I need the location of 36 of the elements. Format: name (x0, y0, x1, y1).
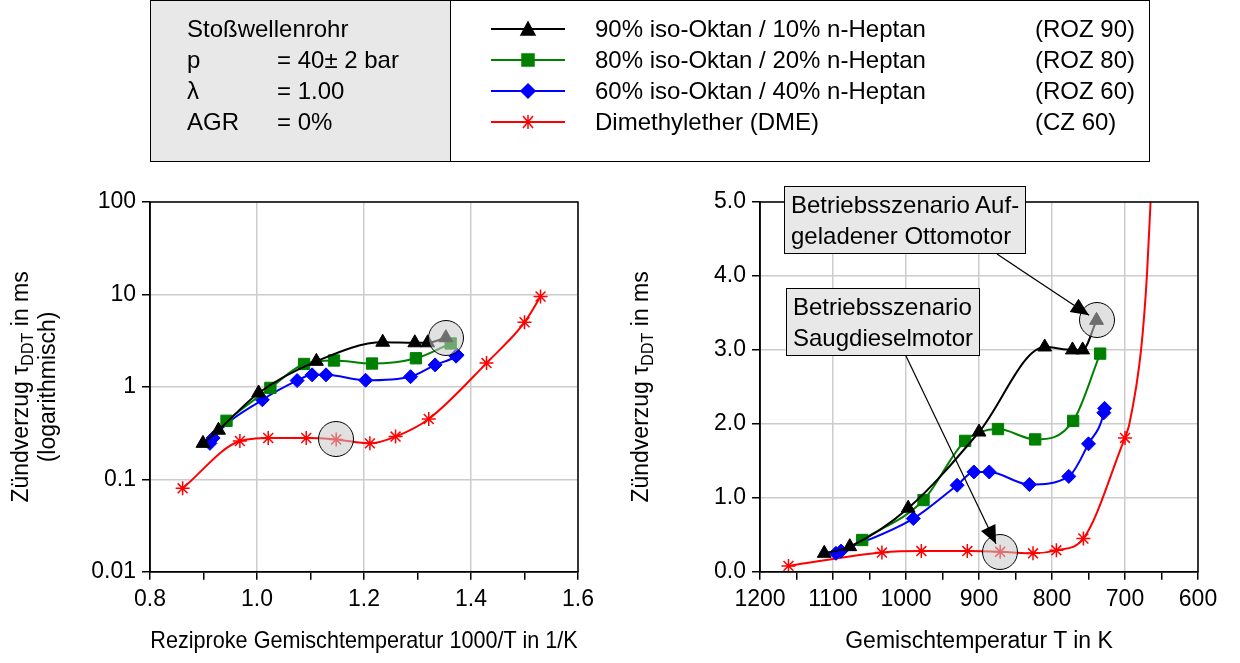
y-tick-label: 10 (110, 279, 136, 306)
text: Stoßwellenrohr (187, 14, 349, 44)
y-tick-label: 0.01 (91, 557, 136, 584)
x-tick-label: 1000 (880, 584, 932, 611)
x-tick-label: 1.4 (455, 584, 488, 611)
legend-label: Dimethylether (DME) (CZ 60) (595, 107, 1117, 137)
x-tick-label: 600 (1178, 584, 1218, 611)
y-tick-label: 0.1 (104, 464, 136, 491)
x-tick-label: 700 (1105, 584, 1145, 611)
y-tick-label: 0.0 (714, 557, 746, 584)
text: p = 40± 2 bar (187, 46, 399, 73)
annotation: Betriebsszenario Saugdieselmotor (786, 288, 981, 356)
text: AGR = 0% (187, 108, 333, 135)
legend-label: 90% iso-Oktan / 10% n-Heptan (ROZ 90) (595, 14, 1136, 44)
y-tick-label: 2.0 (714, 409, 746, 436)
legend-label: 60% iso-Oktan / 40% n-Heptan (ROZ 60) (595, 76, 1136, 106)
text: λ = 1.00 (187, 77, 345, 104)
x-tick-label: 0.8 (134, 584, 166, 611)
y-axis-title: Zündverzug τDDT in ms (627, 271, 657, 503)
y-tick-label: 1.0 (714, 483, 746, 510)
x-tick-label: 900 (959, 584, 999, 611)
y-tick-label: 100 (97, 187, 136, 214)
x-tick-label: 1.2 (348, 584, 380, 611)
legend-label: 80% iso-Oktan / 20% n-Heptan (ROZ 80) (595, 45, 1136, 75)
y-tick-label: 5.0 (714, 187, 746, 214)
annotation: Betriebsszenario Auf- geladener Ottomotor (784, 186, 1027, 254)
x-axis-title: Gemischtemperatur T in K (845, 626, 1114, 653)
x-tick-label: 1200 (734, 584, 786, 611)
x-axis-title: Reziproke Gemischtemperatur 1000/T in 1/K (150, 626, 578, 653)
x-tick-label: 1100 (808, 584, 858, 611)
y-tick-label: 1 (123, 372, 136, 399)
x-tick-label: 1.6 (562, 584, 594, 611)
y-tick-label: 4.0 (714, 261, 746, 288)
x-tick-label: 800 (1032, 584, 1072, 611)
x-tick-label: 1.0 (241, 584, 273, 611)
y-tick-label: 3.0 (714, 335, 746, 362)
